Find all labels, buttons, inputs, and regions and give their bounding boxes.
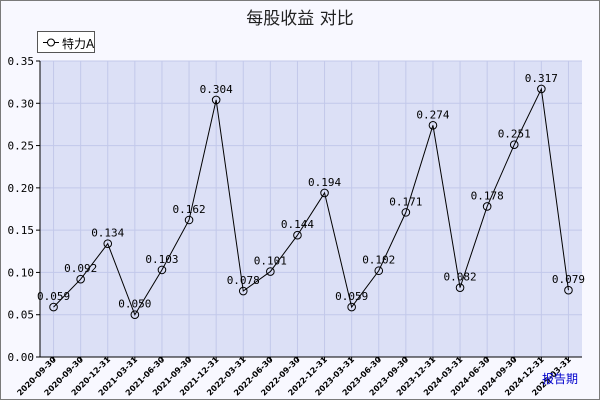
legend-marker-icon bbox=[43, 38, 59, 47]
data-label: 0.194 bbox=[308, 176, 341, 189]
y-tick-label: 0.15 bbox=[8, 224, 35, 237]
data-point bbox=[537, 84, 546, 94]
data-label: 0.101 bbox=[254, 255, 287, 268]
data-point bbox=[482, 202, 492, 211]
y-tick-label: 0.30 bbox=[8, 97, 35, 110]
data-label: 0.304 bbox=[200, 83, 233, 96]
data-label: 0.092 bbox=[64, 262, 97, 275]
y-tick-label: 0.05 bbox=[8, 309, 35, 322]
data-point bbox=[157, 265, 167, 275]
data-label: 0.059 bbox=[335, 290, 368, 303]
data-label: 0.050 bbox=[118, 298, 151, 311]
y-tick-label: 0.25 bbox=[8, 140, 35, 153]
data-label: 0.079 bbox=[552, 273, 585, 286]
data-label: 0.134 bbox=[91, 227, 124, 240]
y-tick-label: 0.20 bbox=[8, 182, 35, 195]
series-line bbox=[49, 84, 573, 320]
data-label: 0.317 bbox=[525, 72, 558, 85]
data-point bbox=[320, 188, 329, 198]
data-point bbox=[401, 208, 411, 217]
data-point bbox=[374, 266, 384, 276]
data-point bbox=[103, 239, 113, 248]
data-label: 0.171 bbox=[389, 195, 422, 208]
data-label: 0.103 bbox=[145, 253, 178, 266]
data-point bbox=[130, 310, 140, 320]
data-point bbox=[509, 140, 519, 150]
legend: 特力A bbox=[37, 31, 95, 53]
y-tick-label: 0.00 bbox=[8, 351, 35, 364]
x-axis-title: 报告期 bbox=[542, 371, 578, 386]
data-label: 0.078 bbox=[227, 274, 260, 287]
data-point bbox=[238, 286, 248, 296]
data-label: 0.251 bbox=[498, 128, 531, 141]
data-label: 0.162 bbox=[172, 203, 205, 216]
data-point bbox=[211, 95, 221, 105]
y-axis: 0.00 0.05 0.10 0.15 0.20 0.25 0.30 0.35 bbox=[8, 55, 41, 364]
y-tick-label: 0.35 bbox=[8, 55, 35, 68]
data-point bbox=[184, 215, 194, 225]
x-axis: 2020-09-302020-09-302020-12-312021-03-31… bbox=[15, 355, 582, 398]
chart-title: 每股收益 对比 bbox=[246, 9, 354, 29]
data-labels: 0.059 0.092 0.134 0.050 0.103 0.162 0.304 0.078… bbox=[37, 72, 585, 311]
data-label: 0.102 bbox=[362, 254, 395, 267]
data-point bbox=[347, 302, 356, 312]
series-line-path bbox=[53, 87, 569, 316]
y-tick-label: 0.10 bbox=[8, 266, 35, 279]
data-label: 0.082 bbox=[443, 271, 476, 284]
legend-label: 特力A bbox=[62, 37, 95, 51]
data-label: 0.059 bbox=[37, 290, 70, 303]
data-label: 0.178 bbox=[471, 189, 504, 202]
data-label: 0.274 bbox=[416, 108, 449, 121]
data-point bbox=[564, 285, 573, 295]
data-label: 0.144 bbox=[281, 218, 314, 231]
data-point bbox=[76, 274, 85, 284]
data-point bbox=[293, 230, 302, 240]
data-point bbox=[49, 302, 58, 312]
data-point bbox=[428, 120, 438, 130]
gridlines bbox=[40, 60, 582, 358]
data-point bbox=[455, 283, 465, 292]
data-point bbox=[266, 267, 275, 276]
plot-area bbox=[40, 61, 582, 357]
